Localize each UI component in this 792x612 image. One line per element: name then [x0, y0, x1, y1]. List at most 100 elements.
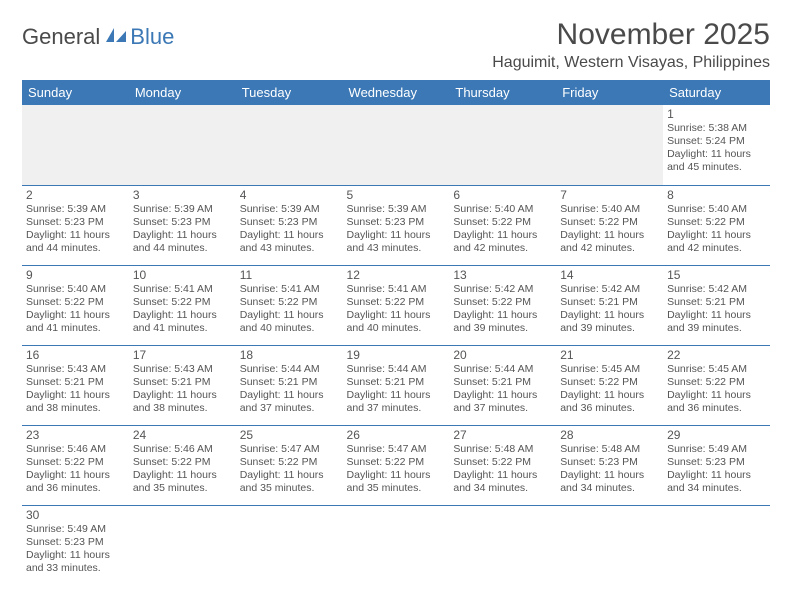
- calendar-cell: 18Sunrise: 5:44 AMSunset: 5:21 PMDayligh…: [236, 345, 343, 425]
- day-info: Sunrise: 5:44 AMSunset: 5:21 PMDaylight:…: [453, 363, 552, 416]
- calendar-cell: 25Sunrise: 5:47 AMSunset: 5:22 PMDayligh…: [236, 425, 343, 505]
- day-header: Sunday: [22, 80, 129, 105]
- calendar-row: 16Sunrise: 5:43 AMSunset: 5:21 PMDayligh…: [22, 345, 770, 425]
- day-number: 12: [347, 268, 446, 282]
- calendar-table: Sunday Monday Tuesday Wednesday Thursday…: [22, 80, 770, 585]
- day-info: Sunrise: 5:43 AMSunset: 5:21 PMDaylight:…: [133, 363, 232, 416]
- day-number: 23: [26, 428, 125, 442]
- day-info: Sunrise: 5:49 AMSunset: 5:23 PMDaylight:…: [667, 443, 766, 496]
- day-info: Sunrise: 5:39 AMSunset: 5:23 PMDaylight:…: [133, 203, 232, 256]
- day-number: 22: [667, 348, 766, 362]
- day-info: Sunrise: 5:44 AMSunset: 5:21 PMDaylight:…: [240, 363, 339, 416]
- calendar-cell: [449, 105, 556, 185]
- logo-text-2: Blue: [130, 24, 174, 50]
- calendar-cell: [129, 505, 236, 585]
- calendar-cell: 7Sunrise: 5:40 AMSunset: 5:22 PMDaylight…: [556, 185, 663, 265]
- calendar-cell: 14Sunrise: 5:42 AMSunset: 5:21 PMDayligh…: [556, 265, 663, 345]
- day-info: Sunrise: 5:42 AMSunset: 5:22 PMDaylight:…: [453, 283, 552, 336]
- calendar-cell: 6Sunrise: 5:40 AMSunset: 5:22 PMDaylight…: [449, 185, 556, 265]
- day-number: 27: [453, 428, 552, 442]
- day-number: 5: [347, 188, 446, 202]
- day-number: 15: [667, 268, 766, 282]
- calendar-cell: [449, 505, 556, 585]
- day-info: Sunrise: 5:39 AMSunset: 5:23 PMDaylight:…: [347, 203, 446, 256]
- day-info: Sunrise: 5:38 AMSunset: 5:24 PMDaylight:…: [667, 122, 766, 175]
- day-number: 17: [133, 348, 232, 362]
- calendar-cell: 9Sunrise: 5:40 AMSunset: 5:22 PMDaylight…: [22, 265, 129, 345]
- day-info: Sunrise: 5:49 AMSunset: 5:23 PMDaylight:…: [26, 523, 125, 576]
- day-info: Sunrise: 5:45 AMSunset: 5:22 PMDaylight:…: [667, 363, 766, 416]
- day-number: 21: [560, 348, 659, 362]
- day-number: 2: [26, 188, 125, 202]
- logo-text-1: General: [22, 24, 100, 50]
- calendar-cell: 24Sunrise: 5:46 AMSunset: 5:22 PMDayligh…: [129, 425, 236, 505]
- day-info: Sunrise: 5:41 AMSunset: 5:22 PMDaylight:…: [133, 283, 232, 336]
- calendar-row: 23Sunrise: 5:46 AMSunset: 5:22 PMDayligh…: [22, 425, 770, 505]
- calendar-cell: 29Sunrise: 5:49 AMSunset: 5:23 PMDayligh…: [663, 425, 770, 505]
- calendar-cell: 8Sunrise: 5:40 AMSunset: 5:22 PMDaylight…: [663, 185, 770, 265]
- calendar-cell: 30Sunrise: 5:49 AMSunset: 5:23 PMDayligh…: [22, 505, 129, 585]
- day-number: 16: [26, 348, 125, 362]
- day-number: 11: [240, 268, 339, 282]
- day-info: Sunrise: 5:39 AMSunset: 5:23 PMDaylight:…: [26, 203, 125, 256]
- calendar-cell: 27Sunrise: 5:48 AMSunset: 5:22 PMDayligh…: [449, 425, 556, 505]
- day-info: Sunrise: 5:43 AMSunset: 5:21 PMDaylight:…: [26, 363, 125, 416]
- day-header: Monday: [129, 80, 236, 105]
- calendar-cell: [22, 105, 129, 185]
- day-header: Saturday: [663, 80, 770, 105]
- calendar-cell: 19Sunrise: 5:44 AMSunset: 5:21 PMDayligh…: [343, 345, 450, 425]
- calendar-cell: [663, 505, 770, 585]
- calendar-cell: 5Sunrise: 5:39 AMSunset: 5:23 PMDaylight…: [343, 185, 450, 265]
- calendar-row: 2Sunrise: 5:39 AMSunset: 5:23 PMDaylight…: [22, 185, 770, 265]
- day-info: Sunrise: 5:40 AMSunset: 5:22 PMDaylight:…: [667, 203, 766, 256]
- calendar-cell: [236, 505, 343, 585]
- day-number: 4: [240, 188, 339, 202]
- calendar-row: 9Sunrise: 5:40 AMSunset: 5:22 PMDaylight…: [22, 265, 770, 345]
- day-header: Wednesday: [343, 80, 450, 105]
- day-number: 26: [347, 428, 446, 442]
- day-info: Sunrise: 5:42 AMSunset: 5:21 PMDaylight:…: [560, 283, 659, 336]
- calendar-cell: 28Sunrise: 5:48 AMSunset: 5:23 PMDayligh…: [556, 425, 663, 505]
- calendar-cell: [236, 105, 343, 185]
- day-number: 20: [453, 348, 552, 362]
- day-number: 25: [240, 428, 339, 442]
- day-header-row: Sunday Monday Tuesday Wednesday Thursday…: [22, 80, 770, 105]
- calendar-cell: [129, 105, 236, 185]
- day-number: 18: [240, 348, 339, 362]
- calendar-cell: 15Sunrise: 5:42 AMSunset: 5:21 PMDayligh…: [663, 265, 770, 345]
- calendar-cell: 23Sunrise: 5:46 AMSunset: 5:22 PMDayligh…: [22, 425, 129, 505]
- calendar-cell: 22Sunrise: 5:45 AMSunset: 5:22 PMDayligh…: [663, 345, 770, 425]
- calendar-row: 1Sunrise: 5:38 AMSunset: 5:24 PMDaylight…: [22, 105, 770, 185]
- sails-icon: [104, 24, 130, 50]
- calendar-cell: 1Sunrise: 5:38 AMSunset: 5:24 PMDaylight…: [663, 105, 770, 185]
- day-number: 30: [26, 508, 125, 522]
- calendar-cell: 21Sunrise: 5:45 AMSunset: 5:22 PMDayligh…: [556, 345, 663, 425]
- day-info: Sunrise: 5:48 AMSunset: 5:23 PMDaylight:…: [560, 443, 659, 496]
- day-number: 9: [26, 268, 125, 282]
- day-number: 19: [347, 348, 446, 362]
- day-info: Sunrise: 5:46 AMSunset: 5:22 PMDaylight:…: [26, 443, 125, 496]
- day-number: 14: [560, 268, 659, 282]
- title-block: November 2025 Haguimit, Western Visayas,…: [492, 18, 770, 72]
- calendar-cell: 4Sunrise: 5:39 AMSunset: 5:23 PMDaylight…: [236, 185, 343, 265]
- day-info: Sunrise: 5:39 AMSunset: 5:23 PMDaylight:…: [240, 203, 339, 256]
- day-info: Sunrise: 5:40 AMSunset: 5:22 PMDaylight:…: [26, 283, 125, 336]
- day-number: 6: [453, 188, 552, 202]
- day-info: Sunrise: 5:47 AMSunset: 5:22 PMDaylight:…: [240, 443, 339, 496]
- calendar-cell: 2Sunrise: 5:39 AMSunset: 5:23 PMDaylight…: [22, 185, 129, 265]
- day-number: 28: [560, 428, 659, 442]
- day-info: Sunrise: 5:45 AMSunset: 5:22 PMDaylight:…: [560, 363, 659, 416]
- location: Haguimit, Western Visayas, Philippines: [492, 54, 770, 72]
- calendar-row: 30Sunrise: 5:49 AMSunset: 5:23 PMDayligh…: [22, 505, 770, 585]
- calendar-cell: [556, 505, 663, 585]
- calendar-cell: 20Sunrise: 5:44 AMSunset: 5:21 PMDayligh…: [449, 345, 556, 425]
- calendar-cell: 26Sunrise: 5:47 AMSunset: 5:22 PMDayligh…: [343, 425, 450, 505]
- day-number: 1: [667, 107, 766, 121]
- day-header: Thursday: [449, 80, 556, 105]
- day-header: Friday: [556, 80, 663, 105]
- calendar-cell: [343, 105, 450, 185]
- day-number: 3: [133, 188, 232, 202]
- day-number: 13: [453, 268, 552, 282]
- calendar-cell: 16Sunrise: 5:43 AMSunset: 5:21 PMDayligh…: [22, 345, 129, 425]
- day-number: 29: [667, 428, 766, 442]
